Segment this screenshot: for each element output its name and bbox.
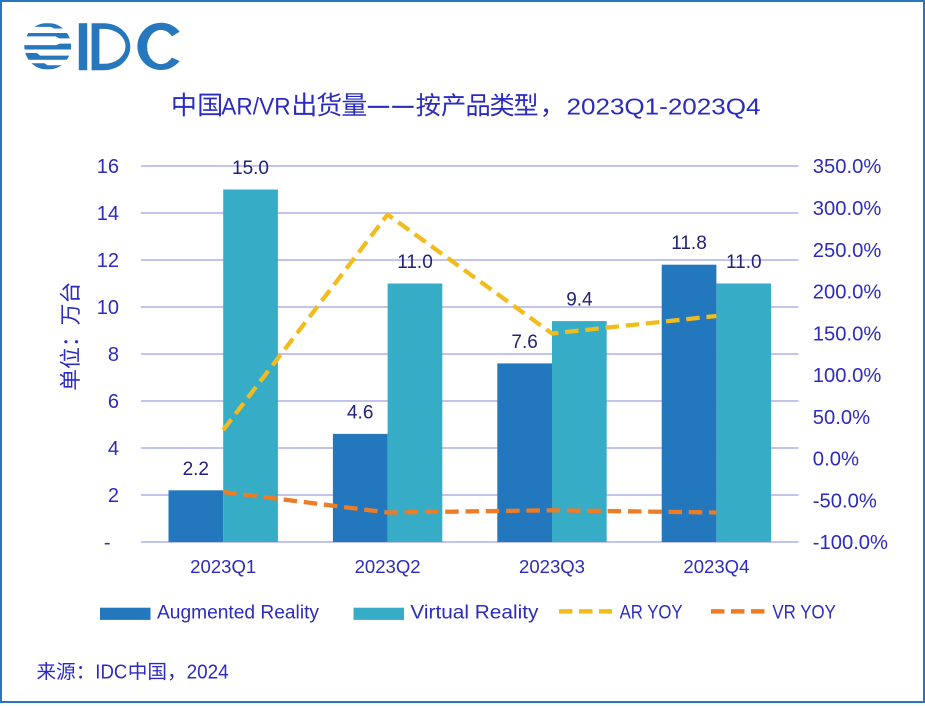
svg-text:12: 12 (97, 250, 119, 272)
svg-text:50.0%: 50.0% (813, 407, 871, 429)
svg-text:-100.0%: -100.0% (813, 532, 888, 554)
svg-text:IDC: IDC (95, 662, 127, 684)
svg-text:2.2: 2.2 (183, 459, 209, 480)
svg-text:100.0%: 100.0% (813, 365, 882, 387)
svg-text:11.0: 11.0 (726, 252, 762, 273)
svg-text:2023Q3: 2023Q3 (519, 556, 585, 577)
svg-text:0.0%: 0.0% (813, 449, 859, 471)
svg-text:9.4: 9.4 (566, 290, 593, 311)
svg-text:14: 14 (97, 203, 119, 225)
svg-text:11.0: 11.0 (397, 252, 433, 273)
svg-text:-: - (104, 532, 111, 554)
svg-text:AR/VR: AR/VR (221, 93, 290, 120)
svg-text:7.6: 7.6 (511, 332, 537, 353)
svg-text:350.0%: 350.0% (813, 156, 882, 178)
svg-text:300.0%: 300.0% (813, 198, 882, 220)
svg-text:15.0: 15.0 (232, 158, 269, 179)
svg-text:200.0%: 200.0% (813, 282, 882, 304)
svg-text:2023Q1-2023Q4: 2023Q1-2023Q4 (567, 93, 761, 119)
svg-text:4.6: 4.6 (347, 402, 373, 423)
svg-text:Virtual Reality: Virtual Reality (410, 602, 539, 623)
svg-text:6: 6 (108, 391, 119, 413)
svg-text:AR YOY: AR YOY (620, 602, 683, 623)
svg-text:10: 10 (97, 297, 119, 319)
svg-text:250.0%: 250.0% (813, 240, 882, 262)
svg-text:2023Q2: 2023Q2 (355, 556, 421, 577)
svg-text:16: 16 (97, 156, 119, 178)
svg-text:2024: 2024 (187, 662, 229, 684)
svg-text:Augmented Reality: Augmented Reality (157, 602, 319, 623)
svg-text:11.8: 11.8 (671, 233, 707, 254)
svg-text:2023Q1: 2023Q1 (190, 556, 256, 577)
svg-text:4: 4 (108, 438, 119, 460)
svg-text:8: 8 (108, 344, 119, 366)
svg-text:2: 2 (108, 485, 119, 507)
svg-text:2023Q4: 2023Q4 (683, 556, 749, 577)
svg-text:150.0%: 150.0% (813, 323, 882, 345)
svg-text:-50.0%: -50.0% (813, 490, 877, 512)
svg-text:VR YOY: VR YOY (772, 602, 836, 623)
